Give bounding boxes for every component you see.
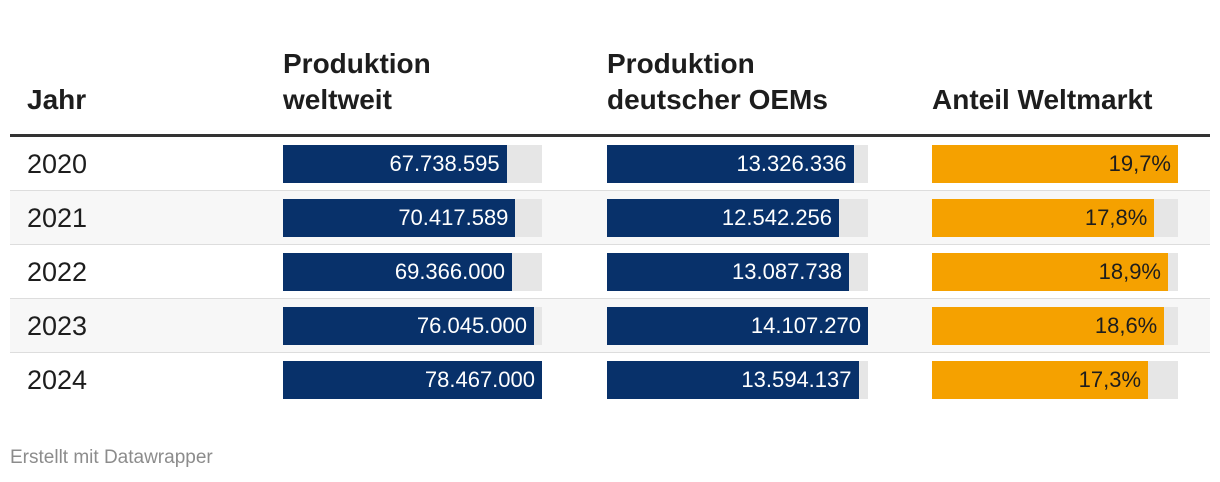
year-cell: 2023 <box>27 311 88 341</box>
table-row: 2023 76.045.000 14.107.270 18,6% <box>10 299 1210 353</box>
production-world-value: 76.045.000 <box>416 313 527 338</box>
column-header-market-share-label: Anteil Weltmarkt <box>932 84 1153 115</box>
production-oems-bar: 14.107.270 <box>607 307 868 345</box>
market-share-track: 18,6% <box>932 307 1178 345</box>
header-divider <box>10 134 1210 137</box>
production-world-track: 69.366.000 <box>283 253 542 291</box>
market-share-bar: 18,9% <box>932 253 1168 291</box>
market-share-track: 17,8% <box>932 199 1178 237</box>
market-share-value: 19,7% <box>1108 151 1171 176</box>
market-share-bar: 19,7% <box>932 145 1178 183</box>
column-header-market-share: Anteil Weltmarkt <box>932 44 1152 118</box>
market-share-track: 17,3% <box>932 361 1178 399</box>
production-world-bar: 76.045.000 <box>283 307 534 345</box>
production-oems-bar: 13.087.738 <box>607 253 850 291</box>
production-world-track: 70.417.589 <box>283 199 542 237</box>
market-share-track: 19,7% <box>932 145 1178 183</box>
production-world-track: 78.467.000 <box>283 361 542 399</box>
production-world-bar: 78.467.000 <box>283 361 542 399</box>
production-world-value: 78.467.000 <box>424 367 535 392</box>
market-share-value: 18,9% <box>1098 259 1161 284</box>
production-world-track: 67.738.595 <box>283 145 542 183</box>
table-row: 2020 67.738.595 13.326.336 19,7% <box>10 137 1210 191</box>
market-share-bar: 18,6% <box>932 307 1165 345</box>
year-cell: 2020 <box>27 149 88 179</box>
production-oems-bar: 12.542.256 <box>607 199 840 237</box>
production-oems-value: 14.107.270 <box>750 313 861 338</box>
year-cell: 2024 <box>27 365 88 395</box>
production-world-value: 70.417.589 <box>398 205 509 230</box>
production-world-value: 69.366.000 <box>394 259 505 284</box>
table-row: 2022 69.366.000 13.087.738 18,9% <box>10 245 1210 299</box>
year-cell: 2022 <box>27 257 88 287</box>
column-header-production-world-line-1: Produktion <box>283 48 431 79</box>
market-share-value: 18,6% <box>1094 313 1158 338</box>
column-header-year: Jahr <box>27 44 86 118</box>
production-oems-track: 13.594.137 <box>607 361 868 399</box>
market-share-track: 18,9% <box>932 253 1178 291</box>
column-header-production-oems-line-1: Produktion <box>607 48 755 79</box>
production-world-track: 76.045.000 <box>283 307 542 345</box>
market-share-bar: 17,8% <box>932 199 1155 237</box>
market-share-value: 17,8% <box>1084 205 1148 230</box>
production-oems-track: 13.087.738 <box>607 253 868 291</box>
column-header-year-label: Jahr <box>27 84 87 115</box>
table-row: 2021 70.417.589 12.542.256 17,8% <box>10 191 1210 245</box>
column-header-production-world-line-2: weltweit <box>283 84 392 115</box>
production-oems-value: 12.542.256 <box>721 205 833 230</box>
production-oems-track: 13.326.336 <box>607 145 868 183</box>
table-row: 2024 78.467.000 13.594.137 17,3% <box>10 353 1210 407</box>
column-header-production-oems: Produktion deutscher OEMs <box>607 44 828 118</box>
market-share-bar: 17,3% <box>932 361 1149 399</box>
market-share-value: 17,3% <box>1078 367 1142 392</box>
year-cell: 2021 <box>27 203 88 233</box>
production-world-bar: 70.417.589 <box>283 199 516 237</box>
production-oems-value: 13.326.336 <box>736 151 847 176</box>
production-world-value: 67.738.595 <box>389 151 500 176</box>
production-world-bar: 67.738.595 <box>283 145 507 183</box>
column-header-production-world: Produktion weltweit <box>283 44 431 118</box>
production-oems-value: 13.594.137 <box>741 367 852 392</box>
production-oems-bar: 13.326.336 <box>607 145 854 183</box>
production-oems-track: 14.107.270 <box>607 307 868 345</box>
column-header-production-oems-line-2: deutscher OEMs <box>607 84 828 115</box>
production-oems-bar: 13.594.137 <box>607 361 859 399</box>
production-world-bar: 69.366.000 <box>283 253 512 291</box>
datawrapper-credit[interactable]: Erstellt mit Datawrapper <box>10 447 213 468</box>
production-oems-track: 12.542.256 <box>607 199 868 237</box>
production-oems-value: 13.087.738 <box>732 259 843 284</box>
